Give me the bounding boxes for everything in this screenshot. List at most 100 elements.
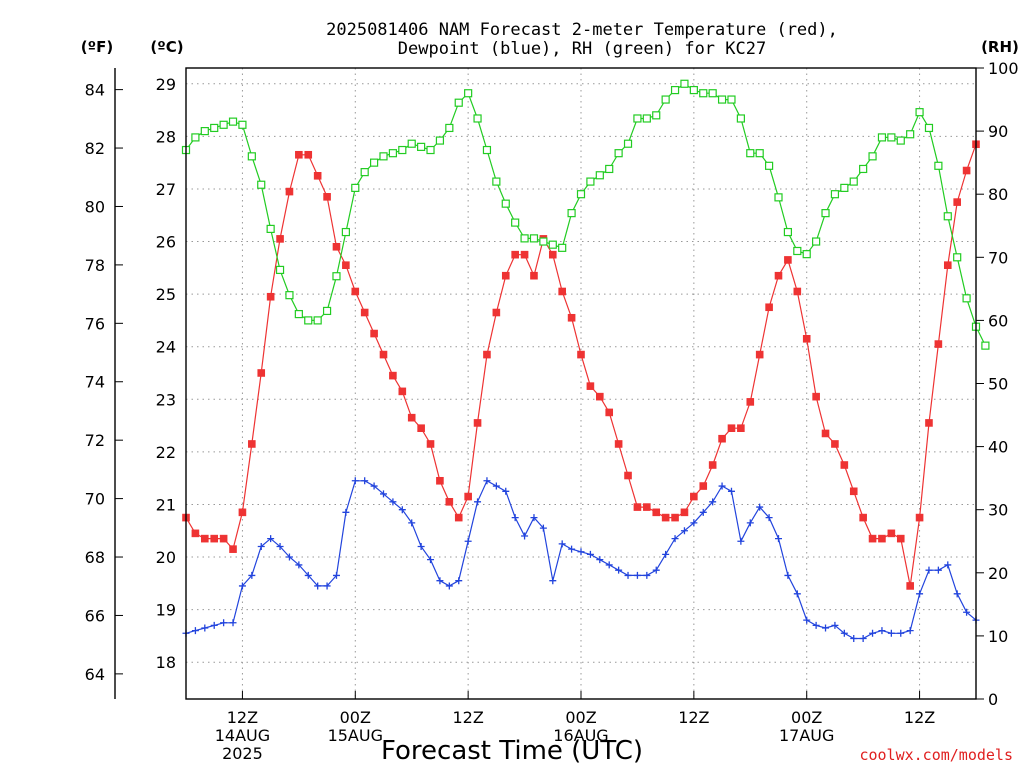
dewpoint-point xyxy=(455,577,463,585)
dewpoint-point xyxy=(492,482,500,490)
dewpoint-point xyxy=(803,616,811,624)
dewpoint-point xyxy=(332,571,340,579)
rh-point xyxy=(388,149,398,158)
fahrenheit-tick-label: 78 xyxy=(85,256,105,275)
temperature-point xyxy=(351,287,360,296)
dewpoint-point xyxy=(568,545,576,553)
rh-point xyxy=(953,253,962,262)
rh-point xyxy=(717,95,727,104)
rh-point xyxy=(539,237,548,246)
rh-point xyxy=(558,243,567,252)
x-tick-label: 12Z xyxy=(452,708,483,727)
dewpoint-point xyxy=(257,543,265,551)
temperature-point xyxy=(727,424,736,432)
x-tick-label: 12Z xyxy=(678,708,709,727)
rh-point xyxy=(924,123,934,133)
temperature-point xyxy=(248,440,256,448)
temperature-point xyxy=(238,508,247,517)
rh-point xyxy=(859,164,868,174)
temperature-point xyxy=(191,529,200,538)
temperature-point xyxy=(257,369,266,377)
rh-point xyxy=(369,158,379,167)
dewpoint-point xyxy=(502,487,510,495)
rh-tick-label: 30 xyxy=(988,501,1008,520)
temperature-point xyxy=(737,424,745,432)
rh-point xyxy=(680,79,689,88)
dewpoint-point xyxy=(765,514,773,522)
rh-point xyxy=(586,177,595,186)
rh-point xyxy=(661,95,670,104)
rh-point xyxy=(962,294,971,303)
rh-point xyxy=(896,136,905,145)
fahrenheit-tick-label: 76 xyxy=(85,314,105,333)
rh-point xyxy=(511,218,520,227)
temperature-point xyxy=(417,424,425,432)
dewpoint-point xyxy=(370,482,378,490)
rh-point xyxy=(840,183,849,192)
rh-point xyxy=(247,152,256,161)
dewpoint-point xyxy=(784,571,792,579)
dewpoint-point xyxy=(483,477,491,485)
temperature-point xyxy=(436,476,444,485)
rh-point xyxy=(614,149,623,158)
temperature-point xyxy=(849,487,858,496)
dewpoint-point xyxy=(304,571,312,579)
dewpoint-point xyxy=(812,621,820,629)
dewpoint-point xyxy=(775,535,782,543)
rh-unit-label: (RH) xyxy=(981,38,1019,56)
rh-point xyxy=(445,123,454,133)
temperature-point xyxy=(624,471,632,480)
temperature-point xyxy=(285,187,294,196)
temperature-point xyxy=(276,235,284,243)
dewpoint-point xyxy=(389,498,397,506)
temperature-point xyxy=(398,387,407,396)
temperature-point xyxy=(962,166,971,175)
dewpoint-point xyxy=(699,508,707,516)
rh-point xyxy=(623,139,633,148)
dewpoint-point xyxy=(906,627,914,635)
dewpoint-point xyxy=(342,508,350,516)
dewpoint-point xyxy=(662,550,670,558)
dewpoint-point xyxy=(314,582,322,590)
temperature-point xyxy=(708,461,717,469)
temperature-point xyxy=(859,513,867,522)
temperature-point xyxy=(821,429,830,438)
temperature-point xyxy=(596,392,604,401)
dewpoint-point xyxy=(577,548,585,556)
temperature-point xyxy=(784,256,792,264)
celsius-unit-label: (ºC) xyxy=(150,38,183,56)
dewpoint-point xyxy=(191,627,199,635)
x-tick-label: 12Z xyxy=(227,708,258,727)
temperature-point xyxy=(718,434,726,443)
temperature-point xyxy=(389,371,397,380)
x-axis-title: Forecast Time (UTC) xyxy=(381,736,643,766)
rh-point xyxy=(943,212,952,221)
temperature-point xyxy=(229,545,237,553)
temperature-point xyxy=(360,308,369,317)
rh-point xyxy=(257,180,266,189)
celsius-tick-label: 28 xyxy=(156,127,176,146)
rh-point xyxy=(793,246,802,256)
temperature-point xyxy=(445,498,454,506)
rh-tick-label: 60 xyxy=(988,311,1008,330)
temperature-point xyxy=(812,392,820,401)
rh-point xyxy=(764,161,774,170)
x-tick-label: 14AUG xyxy=(215,726,270,745)
rh-point xyxy=(313,316,322,325)
dewpoint-point xyxy=(934,566,942,574)
dewpoint-point xyxy=(737,537,745,545)
dewpoint-point xyxy=(624,571,632,579)
rh-point xyxy=(699,89,708,98)
rh-tick-label: 70 xyxy=(988,248,1008,267)
dewpoint-point xyxy=(408,519,416,527)
temperature-point xyxy=(605,408,614,417)
temperature-point xyxy=(313,171,322,180)
rh-point xyxy=(322,306,332,316)
temperature-point xyxy=(266,292,275,301)
temperature-point xyxy=(558,287,566,296)
dewpoint-point xyxy=(746,519,754,527)
dewpoint-point xyxy=(643,571,651,579)
rh-point xyxy=(379,152,388,161)
credit-label: coolwx.com/models xyxy=(859,746,1013,764)
